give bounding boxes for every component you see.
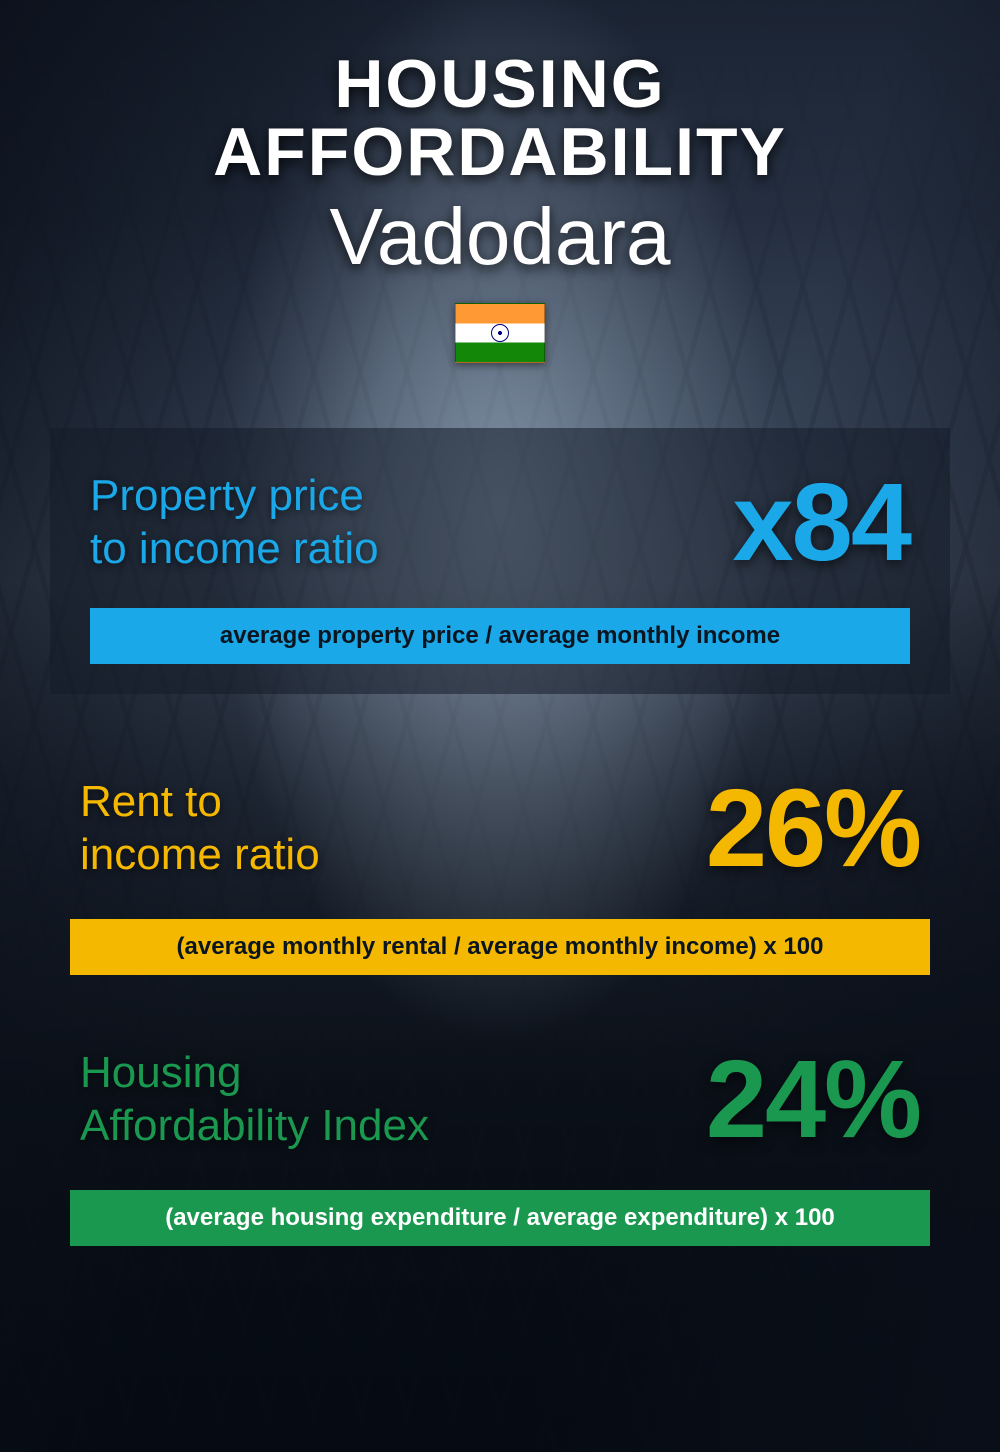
rent-income-label: Rent to income ratio xyxy=(80,776,320,882)
affordability-index-row: Housing Affordability Index 24% xyxy=(80,1045,920,1155)
property-price-label: Property price to income ratio xyxy=(90,470,379,576)
affordability-index-formula: (average housing expenditure / average e… xyxy=(70,1190,930,1246)
affordability-index-section: Housing Affordability Index 24% (average… xyxy=(50,1045,950,1246)
rent-income-formula: (average monthly rental / average monthl… xyxy=(70,919,930,975)
main-container: HOUSING AFFORDABILITY Vadodara Property … xyxy=(0,0,1000,1452)
page-subtitle: Vadodara xyxy=(50,191,950,283)
page-title: HOUSING AFFORDABILITY xyxy=(50,50,950,186)
india-flag-icon xyxy=(455,303,545,363)
rent-income-value: 26% xyxy=(706,774,920,884)
property-price-value: x84 xyxy=(732,468,910,578)
affordability-index-value: 24% xyxy=(706,1045,920,1155)
header-section: HOUSING AFFORDABILITY Vadodara xyxy=(50,50,950,368)
property-price-formula: average property price / average monthly… xyxy=(90,608,910,664)
rent-income-section: Rent to income ratio 26% (average monthl… xyxy=(50,774,950,975)
rent-income-row: Rent to income ratio 26% xyxy=(80,774,920,884)
affordability-index-label: Housing Affordability Index xyxy=(80,1047,429,1153)
property-price-card: Property price to income ratio x84 avera… xyxy=(50,428,950,694)
property-price-row: Property price to income ratio x84 xyxy=(90,468,910,578)
